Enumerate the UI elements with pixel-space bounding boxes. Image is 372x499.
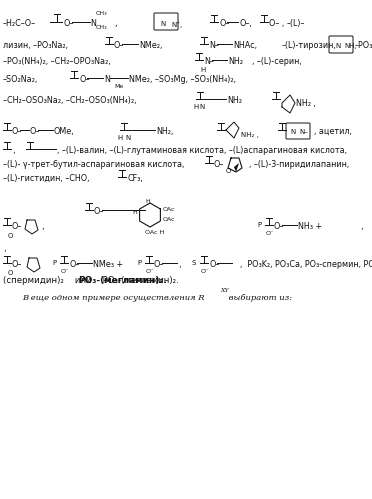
Text: (спермидин)₂    или    PO₃-(мегламин)₂.: (спермидин)₂ или PO₃-(мегламин)₂. [3, 276, 179, 285]
Text: O: O [226, 168, 231, 174]
Text: NMe₂, –SO₃Mg, –SO₃(NH₄)₂,: NMe₂, –SO₃Mg, –SO₃(NH₄)₂, [129, 75, 236, 84]
Text: NH₃ +: NH₃ + [298, 222, 322, 231]
Text: O–: O– [69, 260, 79, 269]
Text: –PO₃(NH₄)₂, –CH₂–OPO₃Na₂,: –PO₃(NH₄)₂, –CH₂–OPO₃Na₂, [3, 57, 110, 66]
Text: N: N [104, 75, 110, 84]
Text: NHAc,: NHAc, [233, 41, 257, 50]
Text: CH₃: CH₃ [96, 11, 108, 16]
Text: O–: O– [214, 160, 224, 169]
Text: N: N [199, 104, 204, 110]
Text: O–: O– [12, 260, 22, 269]
Text: O–: O– [12, 127, 22, 136]
Text: ,: , [178, 260, 181, 269]
Text: N–: N– [299, 129, 308, 135]
Text: XY: XY [220, 288, 229, 293]
Text: PO₃-(мегламин)₂.: PO₃-(мегламин)₂. [78, 276, 167, 285]
Text: –SO₂Na₂,: –SO₂Na₂, [3, 75, 38, 84]
Text: –(L)-тирозин,: –(L)-тирозин, [282, 41, 337, 50]
Text: H: H [193, 104, 198, 110]
Text: В еще одном примере осуществления R: В еще одном примере осуществления R [22, 294, 205, 302]
Text: –(L)–: –(L)– [287, 19, 305, 28]
Text: O⁻: O⁻ [266, 231, 274, 236]
Text: OMe,: OMe, [54, 127, 75, 136]
Text: O–: O– [154, 260, 164, 269]
Text: O–: O– [30, 127, 41, 136]
Text: N–: N– [204, 57, 214, 66]
Text: ,: , [360, 222, 363, 231]
Text: H: H [132, 210, 137, 215]
Text: O–: O– [94, 207, 105, 216]
Text: N: N [90, 19, 96, 28]
Text: O–: O– [274, 222, 284, 231]
Text: ,: , [114, 19, 117, 28]
Text: ,: , [12, 146, 15, 155]
Text: , –(L)-серин,: , –(L)-серин, [252, 57, 302, 66]
Text: O⁻: O⁻ [61, 269, 69, 274]
Text: O–: O– [209, 260, 219, 269]
Text: NH₂: NH₂ [228, 57, 243, 66]
Text: NH₂,: NH₂, [156, 127, 173, 136]
Text: лизин, –PO₃Na₂,: лизин, –PO₃Na₂, [3, 41, 68, 50]
Text: N: N [160, 21, 165, 27]
Text: NMe₂,: NMe₂, [139, 41, 162, 50]
Text: ,  PO₃K₂, PO₃Ca, PO₃-спермин, PO₃⁻: , PO₃K₂, PO₃Ca, PO₃-спермин, PO₃⁻ [240, 260, 372, 269]
Text: O– ,: O– , [269, 19, 284, 28]
Text: Me: Me [114, 84, 123, 89]
Text: выбирают из:: выбирают из: [226, 294, 292, 302]
Text: , –(L)-валин, –(L)-глутаминовая кислота, –(L)аспарагиновая кислота,: , –(L)-валин, –(L)-глутаминовая кислота,… [57, 146, 347, 155]
Text: ,: , [3, 244, 6, 253]
Text: –PO₃Mg,: –PO₃Mg, [355, 41, 372, 50]
Text: H: H [145, 199, 150, 204]
Text: N⁺,: N⁺, [171, 21, 182, 28]
Text: CF₃,: CF₃, [127, 174, 143, 183]
Text: O⁻: O⁻ [201, 269, 209, 274]
Text: P: P [137, 260, 141, 266]
Text: , –(L)-3-пиридилапанин,: , –(L)-3-пиридилапанин, [249, 160, 349, 169]
Text: O–: O– [219, 19, 230, 28]
Text: O–,: O–, [239, 19, 252, 28]
Text: O–: O– [12, 222, 22, 231]
Text: ,: , [41, 222, 44, 231]
Text: H: H [117, 135, 122, 141]
Text: , ацетил,: , ацетил, [314, 127, 352, 136]
Text: O–: O– [79, 75, 89, 84]
Text: NH₂ ,: NH₂ , [241, 132, 259, 138]
Text: N: N [290, 129, 295, 135]
Polygon shape [234, 163, 239, 172]
Text: N: N [125, 135, 130, 141]
Text: NH₂ ,: NH₂ , [296, 99, 316, 108]
Text: O: O [8, 233, 13, 239]
Text: O⁻: O⁻ [146, 269, 154, 274]
Text: S: S [192, 260, 196, 266]
Text: OAc: OAc [163, 217, 176, 222]
Text: NH,: NH, [344, 43, 357, 49]
Text: N–: N– [209, 41, 219, 50]
Text: CH₃: CH₃ [96, 25, 108, 30]
Text: H: H [200, 67, 205, 73]
Text: –(L)-гистидин, –CHO,: –(L)-гистидин, –CHO, [3, 174, 90, 183]
Text: OAc H: OAc H [145, 230, 164, 235]
Text: O–: O– [63, 19, 73, 28]
Text: –CH₂–OSO₃Na₂, –CH₂–OSO₃(NH₄)₂,: –CH₂–OSO₃Na₂, –CH₂–OSO₃(NH₄)₂, [3, 96, 137, 105]
Text: OAc: OAc [163, 207, 176, 212]
Text: –(L)- γ-трет-бутил-аспарагиновая кислота,: –(L)- γ-трет-бутил-аспарагиновая кислота… [3, 160, 185, 169]
Text: P: P [257, 222, 261, 228]
Text: NH₂: NH₂ [227, 96, 242, 105]
Text: O–: O– [114, 41, 124, 50]
Text: –H₂C–O–: –H₂C–O– [3, 19, 36, 28]
Text: O: O [8, 270, 13, 276]
Text: NMe₃ +: NMe₃ + [93, 260, 123, 269]
Text: N: N [335, 43, 340, 49]
Text: P: P [52, 260, 56, 266]
